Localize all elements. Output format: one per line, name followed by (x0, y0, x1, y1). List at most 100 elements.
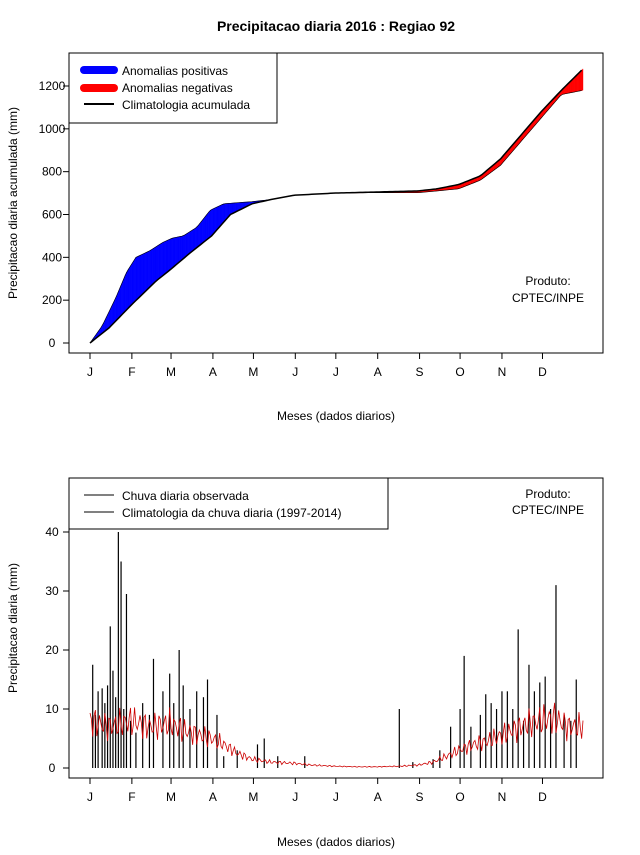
legend-climatology-label: Climatologia da chuva diaria (1997-2014) (122, 506, 341, 520)
positive-anomaly-segment (116, 295, 117, 321)
positive-anomaly-segment (235, 203, 236, 213)
negative-anomaly-segment (575, 76, 576, 92)
legend-climatology-label: Climatologia acumulada (122, 98, 250, 112)
x-tick-label: J (292, 365, 298, 379)
y-tick-label: 1000 (39, 122, 66, 136)
positive-anomaly-segment (203, 217, 204, 242)
positive-anomaly-segment (168, 239, 169, 271)
positive-anomaly-segment (131, 264, 132, 306)
x-axis-label: Meses (dados diarios) (277, 409, 395, 423)
positive-anomaly-segment (112, 304, 113, 326)
positive-anomaly-segment (221, 204, 222, 225)
y-tick-label: 1200 (39, 79, 66, 93)
positive-anomaly-segment (139, 255, 140, 298)
positive-anomaly-segment (126, 270, 127, 310)
positive-anomaly-segment (216, 207, 217, 231)
positive-anomaly-segment (212, 209, 213, 236)
positive-anomaly-segment (143, 253, 144, 294)
negative-anomaly-segment (582, 69, 583, 91)
positive-anomaly-segment (193, 229, 194, 251)
x-tick-label: O (455, 790, 464, 804)
positive-anomaly-segment (198, 224, 199, 247)
x-tick-label: J (292, 790, 298, 804)
positive-anomaly-segment (205, 215, 206, 241)
x-tick-label: M (166, 790, 176, 804)
climatology-daily-line (90, 703, 583, 767)
positive-anomaly-segment (214, 208, 215, 233)
positive-anomaly-segment (220, 205, 221, 227)
legend-negative-label: Anomalias negativas (122, 81, 233, 95)
positive-anomaly-segment (153, 247, 154, 283)
x-tick-label: D (538, 790, 547, 804)
positive-anomaly-segment (189, 232, 190, 255)
positive-anomaly-segment (191, 230, 192, 252)
positive-anomaly-segment (132, 262, 133, 305)
positive-anomaly-segment (180, 236, 181, 261)
legend: Anomalias positivas Anomalias negativas … (69, 53, 277, 123)
positive-anomaly-segment (120, 285, 121, 317)
positive-anomaly-segment (185, 234, 186, 257)
positive-anomaly-segment (199, 222, 200, 245)
negative-anomaly-segment (579, 72, 580, 92)
positive-anomaly-segment (187, 232, 188, 255)
positive-anomaly-segment (121, 282, 122, 316)
positive-anomaly-segment (217, 206, 218, 229)
y-tick-label: 0 (49, 761, 56, 775)
positive-anomaly-segment (202, 219, 203, 244)
credit-line-1: Produto: (525, 487, 570, 501)
positive-anomaly-segment (171, 238, 172, 269)
y-axis-label: Precipitacao diaria acumulada (mm) (6, 107, 20, 299)
positive-anomaly-segment (208, 212, 209, 239)
positive-anomaly-segment (222, 204, 223, 224)
x-tick-label: N (498, 365, 507, 379)
positive-anomaly-segment (167, 240, 168, 272)
x-tick-label: F (128, 790, 135, 804)
x-tick-label: S (416, 790, 424, 804)
positive-anomaly-segment (164, 241, 165, 274)
x-axis-label: Meses (dados diarios) (277, 835, 395, 849)
positive-anomaly-segment (141, 254, 142, 295)
x-tick-label: N (498, 790, 507, 804)
y-tick-label: 40 (45, 525, 59, 539)
positive-anomaly-segment (129, 266, 130, 307)
x-tick-label: J (333, 365, 339, 379)
negative-anomaly-segment (580, 70, 581, 91)
y-tick-label: 800 (42, 165, 62, 179)
positive-anomaly-segment (206, 214, 207, 241)
negative-anomaly-segment (578, 73, 579, 91)
positive-anomaly-segment (175, 237, 176, 265)
positive-anomaly-segment (213, 208, 214, 234)
positive-anomaly-segment (118, 288, 119, 318)
positive-anomaly-segment (145, 252, 146, 291)
positive-anomaly-segment (160, 243, 161, 277)
observed-cumulative-outline (90, 91, 582, 343)
positive-anomaly-segment (113, 301, 114, 324)
positive-anomaly-segment (230, 203, 231, 214)
legend-positive-label: Anomalias positivas (122, 64, 228, 78)
positive-anomaly-segment (136, 257, 137, 301)
positive-anomaly-segment (125, 272, 126, 311)
y-axis-label: Precipitacao diaria (mm) (6, 563, 20, 693)
positive-anomaly-segment (166, 241, 167, 274)
legend: Chuva diaria observada Climatologia da c… (69, 478, 388, 529)
positive-anomaly-segment (224, 204, 225, 222)
positive-anomaly-segment (163, 242, 164, 276)
positive-anomaly-segment (179, 236, 180, 262)
positive-anomaly-segment (117, 292, 118, 320)
y-tick-label: 400 (42, 250, 62, 264)
positive-anomaly-segment (190, 231, 191, 253)
chart-title: Precipitacao diaria 2016 : Regiao 92 (217, 18, 455, 34)
x-tick-label: M (166, 365, 176, 379)
positive-anomaly-segment (178, 237, 179, 264)
positive-anomaly-segment (148, 251, 149, 289)
positive-anomaly-segment (176, 237, 177, 264)
positive-anomaly-segment (218, 206, 219, 229)
positive-anomaly-segment (128, 268, 129, 309)
